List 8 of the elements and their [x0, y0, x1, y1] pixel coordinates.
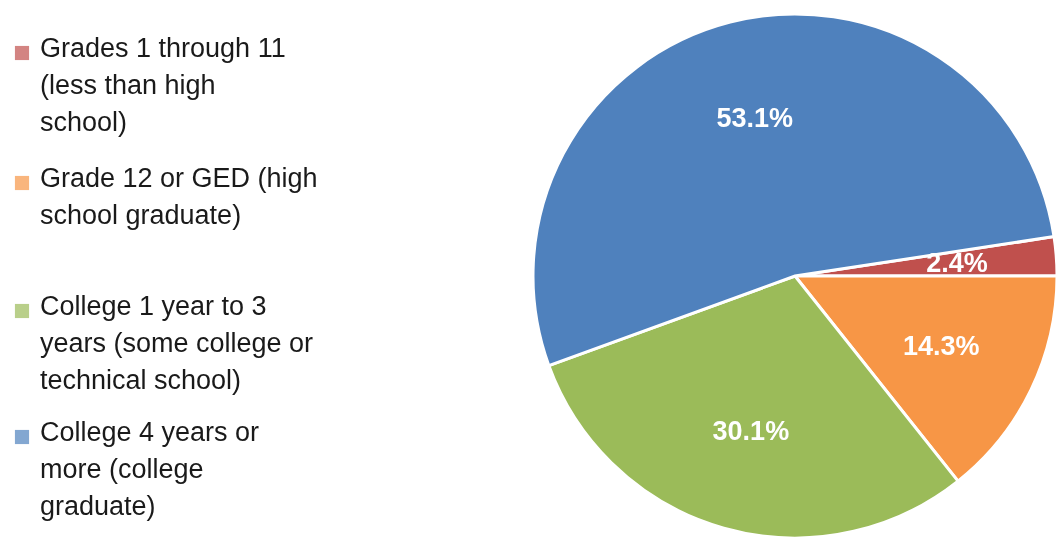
legend-label: Grades 1 through 11 (less than high school)	[40, 33, 286, 137]
data-label: 30.1%	[712, 416, 790, 447]
data-label: 14.3%	[903, 330, 980, 361]
legend-label: College 4 years or more (college graduate)	[40, 417, 260, 521]
legend-label: College 1 year to 3 years (some college or technical school)	[40, 291, 314, 395]
legend-label: Grade 12 or GED (high school graduate)	[40, 163, 318, 230]
data-label: 2.4%	[926, 247, 988, 278]
data-label: 53.1%	[716, 102, 794, 133]
